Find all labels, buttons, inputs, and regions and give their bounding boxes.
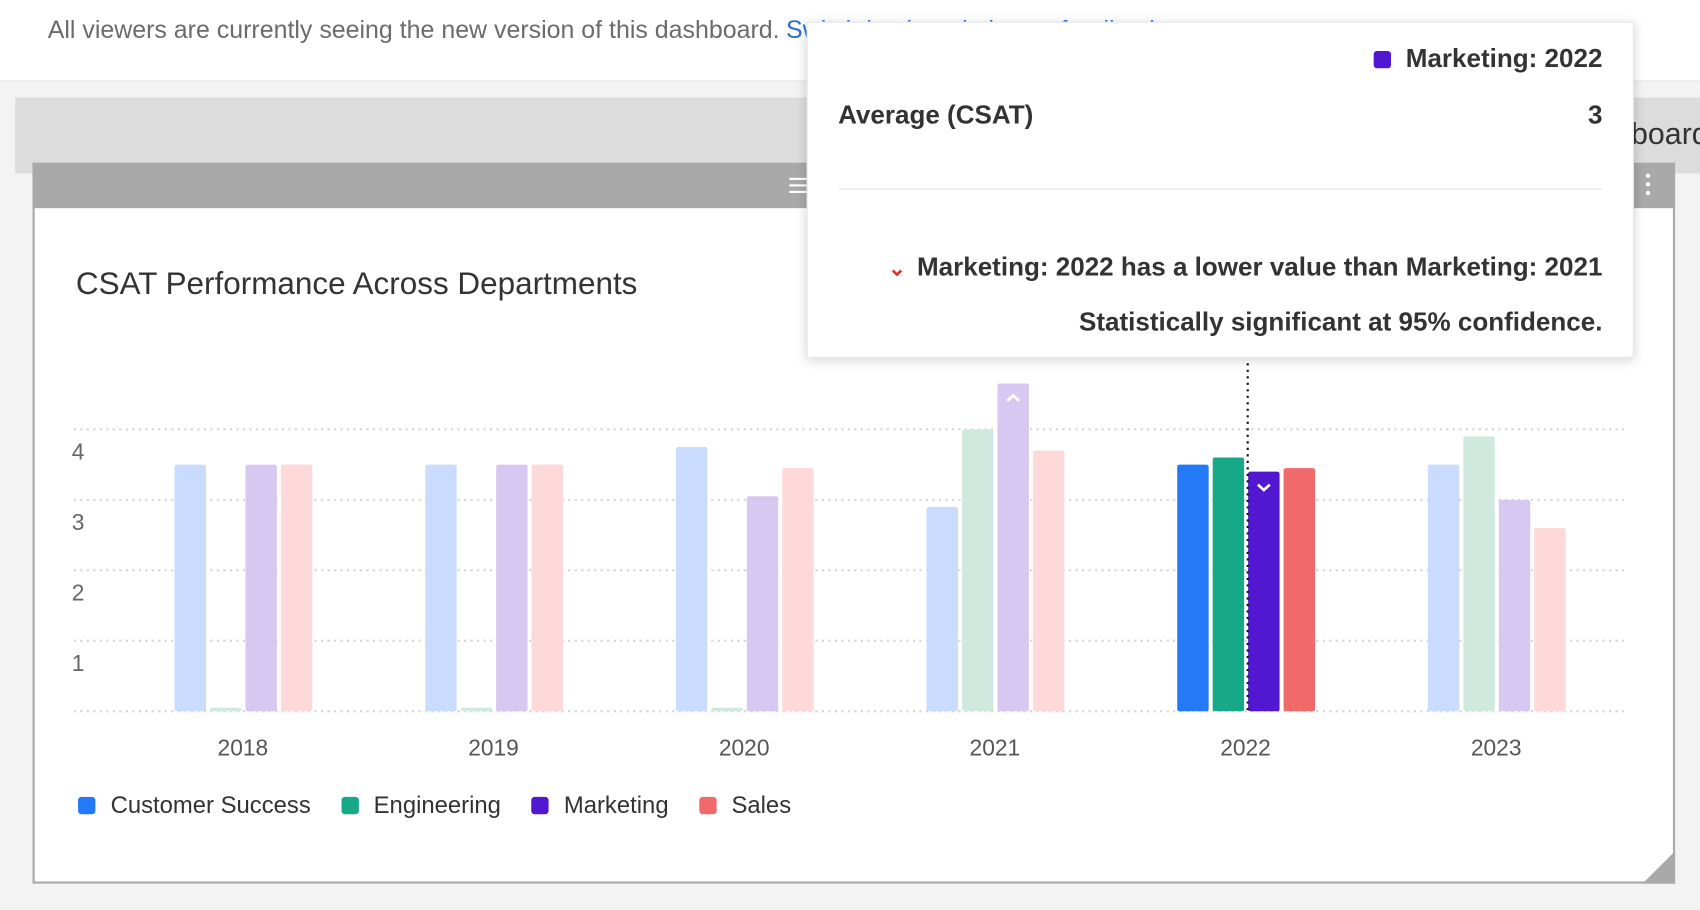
x-tick-label: 2022 [1220, 735, 1271, 761]
tooltip-value: 3 [1587, 100, 1603, 131]
legend-label: Marketing [563, 791, 669, 819]
drag-handle-icon[interactable] [789, 177, 807, 198]
bar-customer-success-2020[interactable] [675, 446, 708, 712]
tooltip-metric: Average (CSAT) [838, 100, 1034, 131]
bar-marketing-2019[interactable] [496, 464, 528, 712]
legend-item[interactable]: Sales [698, 791, 792, 819]
bar-engineering-2020[interactable] [711, 707, 743, 712]
bar-customer-success-2023[interactable] [1427, 464, 1460, 712]
bar-sales-2019[interactable] [531, 464, 564, 712]
bar-sales-2023[interactable] [1534, 528, 1566, 712]
chevron-down-icon: ⌄ [887, 256, 907, 281]
more-options-icon[interactable] [1645, 173, 1651, 199]
x-tick-label: 2021 [970, 735, 1021, 761]
bar-marketing-2023[interactable] [1498, 499, 1531, 712]
chevron-up-icon [1006, 393, 1021, 402]
legend-swatch [531, 796, 549, 815]
bar-marketing-2021[interactable] [997, 383, 1029, 712]
legend-label: Sales [731, 791, 792, 819]
legend-swatch [78, 796, 96, 815]
legend-item[interactable]: Engineering [341, 791, 501, 819]
bar-marketing-2022[interactable] [1248, 471, 1280, 712]
resize-handle[interactable] [1642, 851, 1676, 884]
bar-engineering-2022[interactable] [1212, 457, 1245, 712]
tooltip-confidence: Statistically significant at 95% confide… [1078, 307, 1603, 338]
y-tick-label: 1 [72, 650, 85, 676]
legend-swatch [341, 796, 359, 815]
bar-engineering-2021[interactable] [962, 429, 994, 712]
bar-sales-2022[interactable] [1283, 468, 1316, 712]
dashboard-header-text: board [1631, 117, 1700, 151]
chevron-down-icon [1256, 483, 1271, 492]
bar-marketing-2018[interactable] [245, 464, 277, 712]
bar-engineering-2023[interactable] [1463, 436, 1495, 712]
bar-sales-2020[interactable] [782, 468, 814, 712]
legend-item[interactable]: Marketing [531, 791, 669, 819]
bar-customer-success-2022[interactable] [1177, 464, 1209, 712]
y-tick-label: 3 [72, 509, 85, 535]
tooltip-series: Marketing: 2022 [1405, 44, 1603, 74]
legend-label: Customer Success [110, 791, 311, 819]
bar-customer-success-2018[interactable] [174, 464, 206, 712]
legend-swatch [698, 796, 717, 815]
chart-legend: Customer Success Engineering Marketing Sale… [78, 791, 791, 819]
bar-sales-2018[interactable] [280, 464, 313, 712]
banner-text: All viewers are currently seeing the new… [47, 15, 780, 44]
chart-tooltip: Marketing: 2022 Average (CSAT) 3 ⌄ Market… [806, 21, 1634, 358]
bar-customer-success-2019[interactable] [425, 464, 457, 712]
tooltip-significance: Marketing: 2022 has a lower value than M… [916, 252, 1603, 282]
bar-engineering-2019[interactable] [460, 707, 493, 712]
bar-engineering-2018[interactable] [210, 707, 242, 712]
y-tick-label: 4 [72, 439, 85, 465]
widget-title: CSAT Performance Across Departments [75, 266, 638, 302]
series-swatch [1373, 50, 1391, 69]
legend-label: Engineering [373, 791, 501, 819]
bar-marketing-2020[interactable] [746, 496, 779, 712]
legend-item[interactable]: Customer Success [78, 791, 311, 819]
bar-customer-success-2021[interactable] [926, 506, 958, 712]
x-tick-label: 2020 [719, 735, 770, 761]
y-tick-label: 2 [72, 580, 85, 606]
bar-sales-2021[interactable] [1032, 450, 1065, 712]
divider [838, 188, 1603, 190]
x-tick-label: 2023 [1471, 735, 1522, 761]
x-tick-label: 2019 [468, 735, 519, 761]
x-tick-label: 2018 [218, 735, 269, 761]
